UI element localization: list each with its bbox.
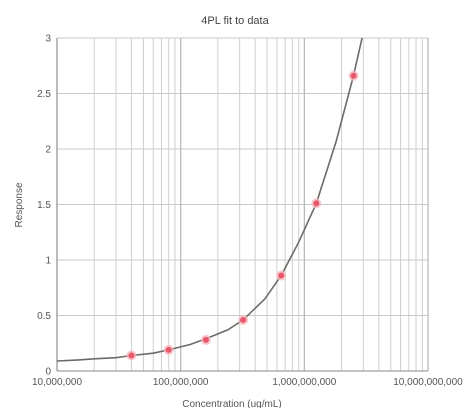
fit-curve-line <box>57 38 363 362</box>
y-tick-label: 2.5 <box>37 89 51 100</box>
x-tick-label: 100,000,000 <box>153 377 209 388</box>
data-point <box>313 200 320 207</box>
data-point <box>350 72 357 79</box>
y-tick-label: 2 <box>45 145 51 156</box>
y-tick-label: 1 <box>45 256 51 267</box>
y-axis-title: Response <box>14 182 25 227</box>
x-tick-label: 10,000,000,000 <box>393 377 463 388</box>
data-point <box>202 336 209 343</box>
series-layer <box>57 38 363 362</box>
y-tick-label: 0.5 <box>37 311 51 322</box>
data-point <box>240 316 247 323</box>
y-tick-label: 1.5 <box>37 200 51 211</box>
data-point <box>128 352 135 359</box>
tick-layer: 0 0.5 1 1.5 2 2.5 3 10,000,000 100,000,000 1,000,… <box>32 34 463 389</box>
y-tick-label: 0 <box>45 367 51 378</box>
axis-layer <box>56 38 428 372</box>
x-axis-title: Concentration (ug/mL) <box>182 399 282 408</box>
x-tick-label: 10,000,000 <box>32 377 82 388</box>
chart-title: 4PL fit to data <box>201 15 269 27</box>
data-point <box>278 272 285 279</box>
x-tick-label: 1,000,000,000 <box>272 377 336 388</box>
data-point <box>165 346 172 353</box>
y-tick-label: 3 <box>45 34 51 45</box>
grid-layer <box>56 37 429 372</box>
